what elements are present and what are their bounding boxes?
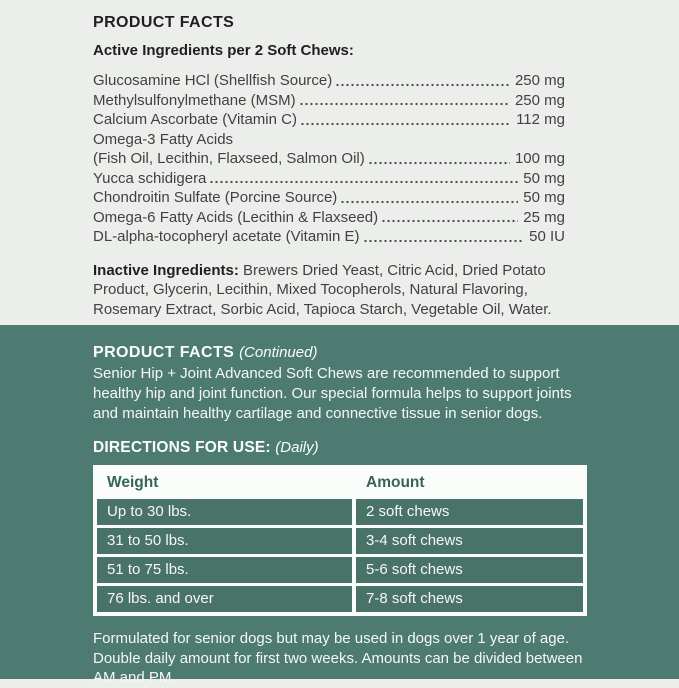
ingredient-name: Glucosamine HCl (Shellfish Source) <box>93 72 333 89</box>
ingredient-name: Chondroitin Sulfate (Porcine Source) <box>93 189 338 206</box>
ingredient-name: Omega-3 Fatty Acids <box>93 130 234 148</box>
weight-cell: 51 to 75 lbs. <box>97 557 352 583</box>
amount-cell: 7-8 soft chews <box>356 586 583 612</box>
ingredient-amount: 100 mg <box>514 150 565 167</box>
dosage-table-header-weight: Weight <box>97 469 352 496</box>
dot-leader <box>209 179 519 185</box>
table-row: Up to 30 lbs. 2 soft chews <box>97 499 583 525</box>
ingredient-name: Yucca schidigera <box>93 169 207 187</box>
ingredient-amount: 50 mg <box>523 189 565 206</box>
inactive-ingredients-text: Brewers Dried Yeast, Citric Acid, Dried … <box>93 261 552 318</box>
ingredient-row: Glucosamine HCl (Shellfish Source) 250 m… <box>93 71 565 91</box>
weight-cell: Up to 30 lbs. <box>97 499 352 525</box>
active-ingredients-heading: Active Ingredients per 2 Soft Chews: <box>93 42 354 59</box>
directions-heading-suffix: (Daily) <box>275 439 319 456</box>
dosage-table-header-row: Weight Amount <box>97 469 583 496</box>
amount-cell: 5-6 soft chews <box>356 557 583 583</box>
product-facts-title: PRODUCT FACTS <box>93 14 235 31</box>
ingredient-amount: 50 IU <box>529 228 565 245</box>
table-row: 31 to 50 lbs. 3-4 soft chews <box>97 528 583 554</box>
continued-title-text: PRODUCT FACTS <box>93 344 235 361</box>
continued-title-suffix: (Continued) <box>239 344 318 361</box>
dot-leader <box>381 218 519 224</box>
dot-leader <box>367 159 510 166</box>
ingredient-name: DL-alpha-tocopheryl acetate (Vitamin E) <box>93 228 360 245</box>
continued-description: Senior Hip + Joint Advanced Soft Chews a… <box>93 365 572 422</box>
continued-section: PRODUCT FACTS (Continued) Senior Hip + J… <box>0 325 679 686</box>
product-facts-section: PRODUCT FACTS Active Ingredients per 2 S… <box>0 0 679 325</box>
ingredient-row: DL-alpha-tocopheryl acetate (Vitamin E) … <box>93 227 565 247</box>
ingredient-amount: 112 mg <box>516 111 565 128</box>
dot-leader <box>340 198 519 205</box>
ingredient-row: Calcium Ascorbate (Vitamin C) 112 mg <box>93 110 565 130</box>
table-row: 76 lbs. and over 7-8 soft chews <box>97 586 583 612</box>
table-row: 51 to 75 lbs. 5-6 soft chews <box>97 557 583 583</box>
ingredient-row: Yucca schidigera 50 mg <box>93 169 565 189</box>
amount-cell: 2 soft chews <box>356 499 583 525</box>
amount-cell: 3-4 soft chews <box>356 528 583 554</box>
ingredient-name: (Fish Oil, Lecithin, Flaxseed, Salmon Oi… <box>93 150 365 167</box>
dot-leader <box>299 120 512 127</box>
weight-cell: 76 lbs. and over <box>97 586 352 612</box>
directions-heading: DIRECTIONS FOR USE: (Daily) <box>93 439 587 457</box>
dosage-table: Weight Amount Up to 30 lbs. 2 soft chews… <box>93 465 587 616</box>
weight-cell: 31 to 50 lbs. <box>97 528 352 554</box>
directions-heading-text: DIRECTIONS FOR USE: <box>93 439 271 456</box>
ingredient-name: Omega-6 Fatty Acids (Lecithin & Flaxseed… <box>93 208 379 226</box>
ingredient-amount: 25 mg <box>523 208 565 226</box>
ingredient-amount: 50 mg <box>523 169 565 187</box>
dot-leader <box>335 81 510 88</box>
dot-leader <box>362 237 525 244</box>
inactive-ingredients: Inactive Ingredients: Brewers Dried Yeas… <box>93 261 565 320</box>
ingredient-row: Chondroitin Sulfate (Porcine Source) 50 … <box>93 188 565 208</box>
ingredient-row: Omega-3 Fatty Acids <box>93 130 565 150</box>
ingredient-amount: 250 mg <box>514 72 565 89</box>
ingredient-amount: 250 mg <box>514 91 565 109</box>
ingredient-row: (Fish Oil, Lecithin, Flaxseed, Salmon Oi… <box>93 149 565 169</box>
dot-leader <box>298 101 510 107</box>
dosage-table-header-amount: Amount <box>356 469 583 496</box>
ingredient-row: Omega-6 Fatty Acids (Lecithin & Flaxseed… <box>93 208 565 228</box>
inactive-ingredients-label: Inactive Ingredients: <box>93 261 239 279</box>
active-ingredients-list: Glucosamine HCl (Shellfish Source) 250 m… <box>93 71 565 247</box>
continued-title: PRODUCT FACTS (Continued) <box>93 343 587 362</box>
ingredient-name: Calcium Ascorbate (Vitamin C) <box>93 111 297 128</box>
ingredient-row: Methylsulfonylmethane (MSM) 250 mg <box>93 91 565 111</box>
ingredient-name: Methylsulfonylmethane (MSM) <box>93 91 296 109</box>
